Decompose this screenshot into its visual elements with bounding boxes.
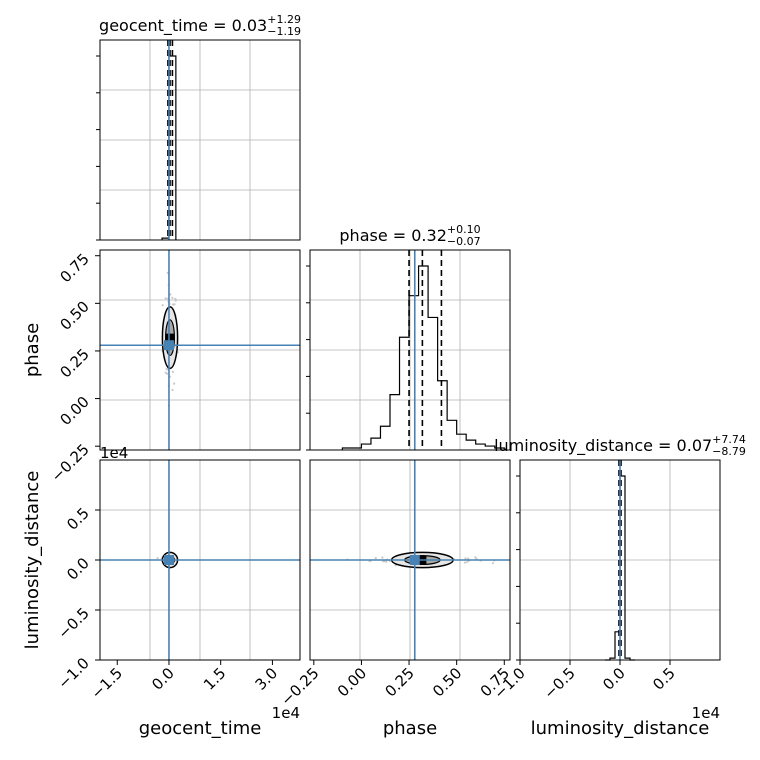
y-tick-label-luminosity_distance: −1.0 xyxy=(54,654,92,692)
hist-panel-geocent_time xyxy=(96,39,301,241)
sample-point xyxy=(171,296,174,299)
hist-geocent_time-frame xyxy=(99,39,301,241)
x-tick-label-phase: 0.50 xyxy=(429,664,465,700)
sample-point xyxy=(156,557,159,560)
y-tick-label-luminosity_distance: −0.5 xyxy=(54,604,92,642)
title-minus: −0.07 xyxy=(447,235,481,248)
panel-phase-vs-geocent_time-frame xyxy=(99,249,301,451)
y-tick-label-phase: 0.00 xyxy=(56,393,92,429)
sample-point xyxy=(161,304,164,307)
title-plus: +1.29 xyxy=(267,13,301,26)
panel-luminosity_distance-vs-phase-frame xyxy=(309,459,511,661)
title-label: luminosity_distance xyxy=(494,436,653,456)
title-equals: = xyxy=(653,436,677,455)
sample-point xyxy=(171,303,175,306)
x-tick-label-phase: −0.25 xyxy=(277,664,322,709)
sample-point xyxy=(474,556,477,559)
title-equals: = xyxy=(388,226,412,245)
x-offset-label-geocent_time: 1e4 xyxy=(272,704,300,722)
sample-point xyxy=(374,557,377,560)
title-minus: −1.19 xyxy=(267,25,301,38)
sample-point xyxy=(467,557,470,560)
title-median: 0.32 xyxy=(411,226,447,245)
sample-point xyxy=(174,299,177,302)
y-axis-label-luminosity_distance: luminosity_distance xyxy=(22,471,43,650)
truth-marker xyxy=(163,340,174,351)
y-axis-label-phase: phase xyxy=(22,323,43,377)
title-label: geocent_time xyxy=(99,16,208,36)
panel-title-text: phase = 0.32 xyxy=(339,226,446,245)
hist-panel-phase xyxy=(306,249,511,451)
panel-luminosity_distance-vs-phase xyxy=(309,459,511,661)
y-tick-label-phase: 0.75 xyxy=(56,250,92,286)
hist-phase-frame xyxy=(309,249,511,451)
title-plus: +7.74 xyxy=(712,433,746,446)
y-tick-label-luminosity_distance: 0.0 xyxy=(63,554,93,584)
sample-point xyxy=(174,297,177,300)
sample-point xyxy=(381,556,384,559)
title-plus: +0.10 xyxy=(447,223,481,236)
panel-title-geocent_time: geocent_time = 0.03 +1.29−1.19 xyxy=(99,13,301,38)
sample-point xyxy=(171,370,174,373)
panel-title-text: geocent_time = 0.03 xyxy=(99,16,267,36)
sample-point xyxy=(166,372,169,375)
panel-title-phase: phase = 0.32 +0.10−0.07 xyxy=(339,223,480,248)
title-label: phase xyxy=(339,226,387,245)
sample-point xyxy=(466,560,469,564)
y-tick-label-luminosity_distance: 0.5 xyxy=(63,504,93,534)
y-offset-label-luminosity_distance: 1e4 xyxy=(100,444,128,462)
y-tick-label-phase: −0.25 xyxy=(48,440,93,485)
x-axis-label-geocent_time: geocent_time xyxy=(139,718,262,739)
sample-point xyxy=(491,562,495,565)
y-tick-label-phase: 0.50 xyxy=(56,297,92,333)
x-axis-label-phase: phase xyxy=(383,718,437,739)
sample-point xyxy=(164,297,167,300)
x-tick-label-phase: 0.25 xyxy=(382,664,418,700)
sample-point xyxy=(463,561,466,564)
sample-point xyxy=(164,371,167,374)
sample-point xyxy=(173,382,176,385)
x-tick-label-geocent_time: 3.0 xyxy=(252,664,282,694)
y-tick-label-phase: 0.25 xyxy=(56,345,92,381)
x-offset-label-luminosity_distance: 1e4 xyxy=(692,704,720,722)
x-tick-label-geocent_time: −1.5 xyxy=(88,664,126,702)
density-peak xyxy=(166,333,174,342)
hist-panel-luminosity_distance xyxy=(516,459,721,661)
sample-point xyxy=(171,388,174,392)
sample-point xyxy=(394,564,397,567)
panel-title-text: luminosity_distance = 0.07 xyxy=(494,436,712,456)
x-tick-label-luminosity_distance: 0.0 xyxy=(599,664,629,694)
truth-marker xyxy=(163,555,174,565)
panel-title-luminosity_distance: luminosity_distance = 0.07 +7.74−8.79 xyxy=(494,433,746,458)
x-axis-label-luminosity_distance: luminosity_distance xyxy=(531,718,710,739)
truth-marker xyxy=(409,555,420,565)
title-median: 0.07 xyxy=(677,436,713,455)
x-tick-label-geocent_time: 1.5 xyxy=(200,664,230,694)
panel-phase-vs-geocent_time xyxy=(99,249,301,451)
title-minus: −8.79 xyxy=(712,445,746,458)
x-tick-label-phase: 0.00 xyxy=(334,664,370,700)
x-tick-label-geocent_time: 0.0 xyxy=(148,664,178,694)
sample-point xyxy=(165,367,168,371)
x-tick-label-luminosity_distance: −0.5 xyxy=(540,664,578,702)
title-equals: = xyxy=(208,16,232,35)
title-median: 0.03 xyxy=(232,16,268,35)
panel-luminosity_distance-vs-geocent_time xyxy=(99,459,301,661)
x-tick-label-luminosity_distance: 0.5 xyxy=(649,664,679,694)
histogram-step-phase xyxy=(341,265,505,450)
